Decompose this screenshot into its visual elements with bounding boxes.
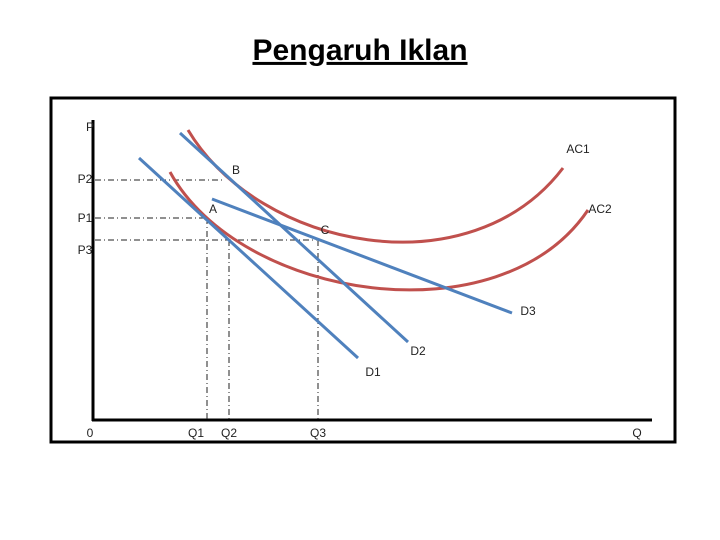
curve-label: AC1 — [566, 142, 590, 156]
origin-label: 0 — [87, 426, 94, 440]
quantity-label: Q3 — [310, 426, 326, 440]
price-label: P1 — [78, 211, 93, 225]
point-label: B — [232, 163, 240, 177]
quantity-label: Q2 — [221, 426, 237, 440]
ac2-curve — [168, 171, 590, 292]
point-label: C — [321, 223, 330, 237]
curve-label: D3 — [520, 304, 536, 318]
curve-label: AC2 — [588, 202, 612, 216]
price-label: P2 — [78, 172, 93, 186]
dashed-guide — [95, 179, 319, 419]
title: Pengaruh Iklan — [252, 34, 467, 67]
point-label: A — [209, 202, 217, 216]
quantity-label: Q1 — [188, 426, 204, 440]
curve-label: D1 — [365, 365, 381, 379]
x-axis-label: Q — [632, 426, 641, 440]
price-label: P3 — [78, 243, 93, 257]
d1-line — [137, 156, 360, 360]
frame — [49, 96, 677, 444]
d2-line — [178, 131, 410, 344]
d3-line — [211, 197, 513, 315]
y-axis-label: P — [86, 120, 94, 134]
guides — [95, 179, 319, 419]
curve-label: D2 — [410, 344, 426, 358]
